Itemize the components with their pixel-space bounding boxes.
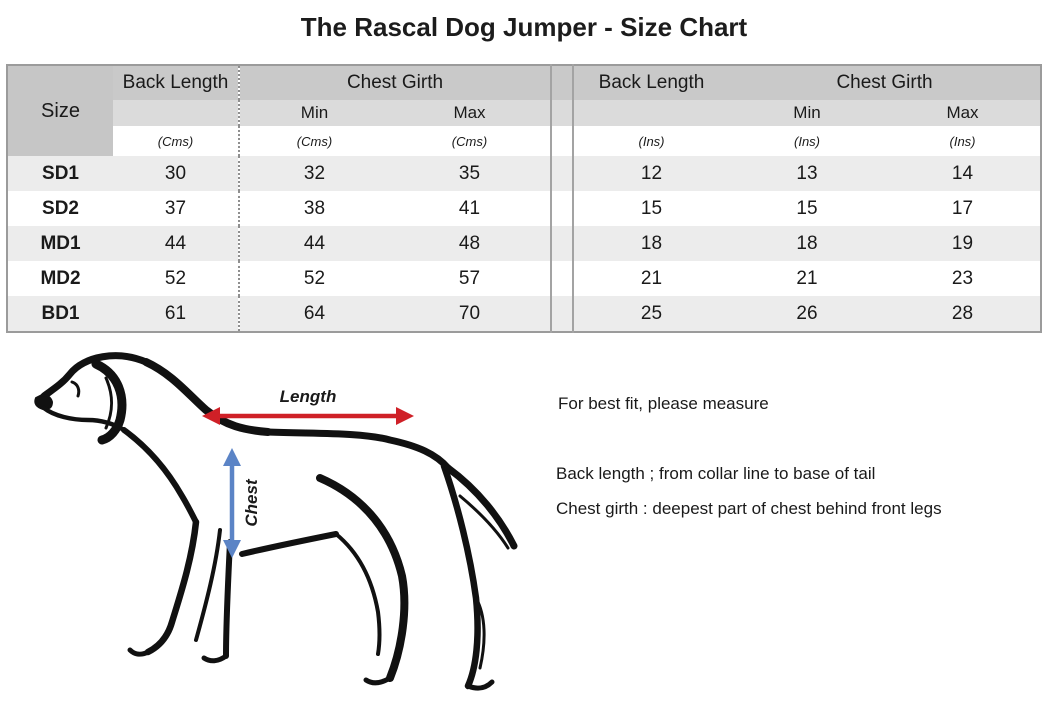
table-cell: 48	[389, 226, 551, 261]
size-label: MD2	[7, 261, 113, 296]
chest-label: Chest	[242, 478, 261, 527]
unit-label: (Ins)	[885, 126, 1041, 156]
unit-label: (Ins)	[729, 126, 885, 156]
back-length-cms-header: Back Length	[113, 65, 240, 100]
max-ins-header: Max	[885, 100, 1041, 126]
size-label: SD1	[7, 156, 113, 191]
note-chest-girth: Chest girth : deepest part of chest behi…	[556, 499, 942, 518]
back-length-ins-header: Back Length	[573, 65, 729, 100]
table-units-row: (Cms) (Cms) (Cms) (Ins) (Ins) (Ins)	[7, 126, 1041, 156]
note-best-fit: For best fit, please measure	[558, 394, 769, 413]
table-cell: 21	[729, 261, 885, 296]
unit-label: (Cms)	[113, 126, 240, 156]
size-label: SD2	[7, 191, 113, 226]
min-cms-header: Min	[239, 100, 389, 126]
unit-label: (Cms)	[389, 126, 551, 156]
dog-measurement-diagram: Length Chest	[34, 352, 518, 691]
chest-girth-cms-header: Chest Girth	[239, 65, 551, 100]
table-cell: 25	[573, 296, 729, 332]
table-cell: 23	[885, 261, 1041, 296]
table-cell: 57	[389, 261, 551, 296]
table-cell: 19	[885, 226, 1041, 261]
table-cell: 52	[239, 261, 389, 296]
table-cell	[113, 100, 240, 126]
table-spacer	[550, 126, 574, 156]
table-cell: 44	[113, 226, 240, 261]
size-column-header: Size	[7, 65, 113, 156]
size-label: BD1	[7, 296, 113, 332]
table-subheader-row: Min Max Min Max	[7, 100, 1041, 126]
table-spacer	[550, 156, 574, 191]
table-row: MD2 52 52 57 21 21 23	[7, 261, 1041, 296]
table-cell: 21	[573, 261, 729, 296]
table-cell: 28	[885, 296, 1041, 332]
unit-label: (Cms)	[239, 126, 389, 156]
table-cell: 32	[239, 156, 389, 191]
table-spacer	[550, 100, 574, 126]
table-cell	[573, 100, 729, 126]
table-header-row: Size Back Length Chest Girth Back Length…	[7, 65, 1041, 156]
table-spacer	[550, 226, 574, 261]
table-row: MD1 44 44 48 18 18 19	[7, 226, 1041, 261]
table-cell: 18	[729, 226, 885, 261]
dog-illustration	[34, 352, 518, 691]
table-cell: 52	[113, 261, 240, 296]
table-cell: 64	[239, 296, 389, 332]
table-cell: 12	[573, 156, 729, 191]
table-cell: 41	[389, 191, 551, 226]
table-cell: 15	[573, 191, 729, 226]
chest-girth-ins-header: Chest Girth	[729, 65, 1041, 100]
table-cell: 17	[885, 191, 1041, 226]
table-row: BD1 61 64 70 25 26 28	[7, 296, 1041, 332]
min-ins-header: Min	[729, 100, 885, 126]
table-cell: 14	[885, 156, 1041, 191]
note-back-length: Back length ; from collar line to base o…	[556, 464, 876, 483]
unit-label: (Ins)	[573, 126, 729, 156]
length-label: Length	[280, 387, 337, 406]
table-row: SD1 30 32 35 12 13 14	[7, 156, 1041, 191]
table-cell: 44	[239, 226, 389, 261]
table-row: SD2 37 38 41 15 15 17	[7, 191, 1041, 226]
page-title: The Rascal Dog Jumper - Size Chart	[300, 12, 748, 42]
max-cms-header: Max	[389, 100, 551, 126]
table-spacer	[550, 191, 574, 226]
table-cell: 61	[113, 296, 240, 332]
size-chart-table: Size Back Length Chest Girth Back Length…	[6, 64, 1042, 333]
table-cell: 30	[113, 156, 240, 191]
chest-arrow	[223, 448, 241, 558]
table-cell: 13	[729, 156, 885, 191]
table-cell: 38	[239, 191, 389, 226]
table-cell: 15	[729, 191, 885, 226]
length-arrow	[202, 407, 414, 425]
table-cell: 70	[389, 296, 551, 332]
table-spacer	[550, 296, 574, 332]
size-label: MD1	[7, 226, 113, 261]
table-cell: 18	[573, 226, 729, 261]
table-spacer	[550, 261, 574, 296]
table-cell: 37	[113, 191, 240, 226]
table-spacer	[550, 65, 574, 100]
table-cell: 35	[389, 156, 551, 191]
table-cell: 26	[729, 296, 885, 332]
